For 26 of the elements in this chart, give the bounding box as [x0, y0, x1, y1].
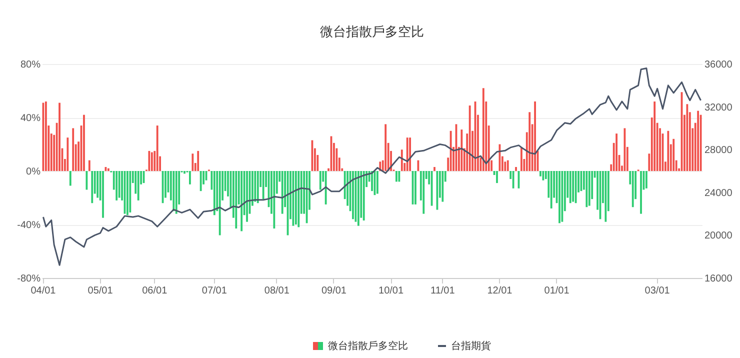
x-tick-label: 10/01: [378, 286, 404, 296]
y-tick-label: 80%: [20, 60, 41, 70]
x-tick-label: 09/01: [321, 286, 347, 296]
x-tick-label: 01/01: [544, 286, 570, 296]
y2-tick-label: 32000: [704, 102, 733, 114]
x-tick-label: 11/01: [430, 286, 456, 296]
x-tick-label: 06/01: [142, 286, 168, 296]
y2-tick-label: 28000: [704, 145, 733, 156]
y-tick-label: -80%: [17, 274, 41, 284]
y2-tick-label: 20000: [704, 230, 733, 242]
x-tick-label: 08/01: [264, 286, 290, 296]
x-tick-label: 07/01: [202, 286, 228, 296]
y-tick-label: 40%: [20, 113, 41, 124]
line-series: [42, 68, 702, 266]
legend-label: 微台指散戶多空比: [328, 340, 408, 352]
y-tick-label: 0%: [26, 166, 41, 178]
y-tick-label: -40%: [17, 220, 41, 231]
chart-title: 微台指散戶多空比: [320, 24, 424, 39]
x-tick-label: 04/01: [30, 286, 56, 296]
y2-tick-label: 36000: [704, 60, 733, 70]
x-tick-label: 12/01: [487, 286, 513, 296]
x-tick-label: 03/01: [644, 286, 670, 296]
y2-tick-label: 16000: [704, 274, 733, 284]
y2-tick-label: 24000: [704, 188, 733, 199]
legend-label: 台指期貨: [451, 340, 491, 352]
x-tick-label: 05/01: [88, 286, 114, 296]
